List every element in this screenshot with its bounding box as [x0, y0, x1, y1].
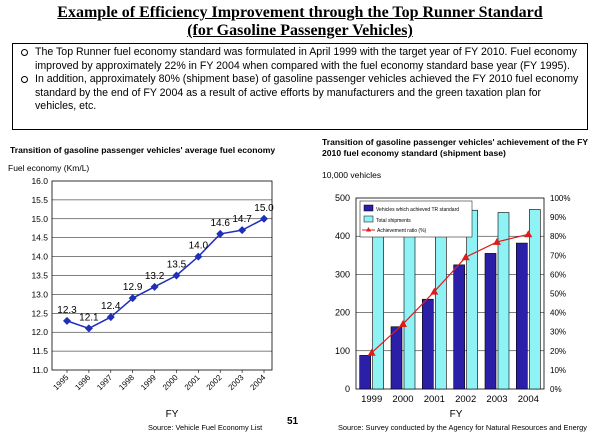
bar-total — [372, 217, 384, 390]
data-point — [84, 324, 93, 333]
ratio-marker — [367, 348, 376, 356]
data-label: 14.6 — [210, 218, 230, 229]
bar-achieved — [359, 355, 371, 390]
data-point — [63, 316, 71, 325]
y-tick-label: 100 — [335, 346, 350, 356]
page-subtitle: (for Gasoline Passenger Vehicles) — [187, 22, 413, 39]
y-tick-label: 15.5 — [31, 195, 48, 205]
y2-tick-label: 10% — [550, 366, 566, 375]
y-tick-label: 11.5 — [32, 346, 48, 356]
data-label: 15.0 — [254, 203, 274, 214]
y2-tick-label: 40% — [550, 309, 566, 318]
bar-achieved — [453, 264, 465, 390]
y-tick-label: 500 — [335, 193, 350, 203]
y-axis-label: Fuel economy (Km/L) — [8, 163, 89, 173]
left-chart-title: Transition of gasoline passenger vehicle… — [10, 145, 276, 155]
bar-achieved — [390, 326, 403, 390]
y-tick-label: 12.0 — [31, 327, 48, 337]
data-label: 12.9 — [123, 282, 143, 293]
y2-tick-label: 50% — [550, 290, 566, 299]
legend-swatch — [363, 215, 374, 223]
y-tick-label: 13.0 — [31, 289, 48, 299]
y-axis-label: 10,000 vehicles — [322, 170, 381, 180]
page-title: Example of Efficiency Improvement throug… — [57, 4, 543, 21]
y2-tick-label: 100% — [550, 194, 570, 203]
bar-achieved — [484, 253, 497, 390]
x-axis-label: FY — [450, 409, 463, 420]
y2-tick-label: 60% — [550, 270, 566, 279]
data-label: 13.2 — [145, 271, 165, 282]
data-point — [216, 229, 225, 238]
data-label: 13.5 — [167, 260, 187, 271]
legend-label: Vehicles which achieved TR standard — [376, 207, 459, 213]
x-tick-label: 2001 — [424, 394, 445, 405]
ratio-marker — [430, 287, 439, 295]
y-tick-label: 300 — [335, 269, 350, 279]
data-label: 14.7 — [232, 214, 252, 225]
y-tick-label: 12.5 — [31, 308, 48, 318]
y2-tick-label: 70% — [550, 251, 566, 260]
data-point — [150, 282, 159, 291]
x-tick-label: 2000 — [392, 394, 413, 405]
legend-swatch — [366, 227, 371, 232]
bullet-circle-icon — [21, 49, 28, 56]
y-tick-label: 200 — [335, 308, 350, 318]
y2-tick-label: 30% — [550, 328, 566, 337]
right-chart-source: Source: Survey conducted by the Agency f… — [338, 423, 587, 432]
data-point — [194, 252, 203, 261]
y2-tick-label: 80% — [550, 232, 566, 241]
data-label: 14.0 — [189, 241, 209, 252]
bar-achieved — [516, 242, 528, 390]
y-tick-label: 15.0 — [31, 214, 48, 224]
data-point — [260, 214, 268, 223]
data-point — [106, 313, 115, 322]
right-chart-title: Transition of gasoline passenger vehicle… — [322, 137, 588, 158]
bar-achieved — [422, 298, 434, 390]
bullet-text: In addition, approximately 80% (shipment… — [35, 73, 579, 113]
data-label: 12.1 — [79, 312, 99, 323]
x-tick-label: 2002 — [455, 394, 476, 405]
data-label: 12.3 — [57, 305, 77, 316]
data-label: 12.4 — [101, 301, 121, 312]
ratio-marker — [461, 253, 470, 261]
bullet-circle-icon — [21, 76, 28, 84]
bar-total — [529, 209, 541, 390]
legend-swatch — [363, 204, 374, 212]
x-tick-label: 1999 — [361, 394, 382, 405]
ratio-marker — [493, 237, 501, 245]
legend — [359, 200, 473, 238]
y-tick-label: 13.5 — [31, 271, 48, 281]
x-axis-label: FY — [166, 409, 179, 420]
bullet-item: The Top Runner fuel economy standard was… — [21, 46, 581, 73]
legend-label: Total shipments — [376, 218, 411, 224]
ratio-line — [371, 233, 529, 354]
data-point — [128, 294, 137, 303]
bullet-text: The Top Runner fuel economy standard was… — [35, 46, 577, 72]
bar-total — [497, 212, 510, 390]
legend-label: Achievement ratio (%) — [377, 228, 427, 234]
y2-tick-label: 0% — [550, 385, 562, 394]
y2-tick-label: 90% — [550, 213, 566, 222]
y-tick-label: 11.0 — [32, 365, 48, 375]
y-tick-label: 14.0 — [31, 252, 48, 262]
y-tick-label: 16.0 — [31, 176, 48, 186]
ratio-marker — [524, 230, 533, 238]
x-tick-label: 2003 — [486, 394, 507, 405]
fuel-economy-line — [66, 218, 265, 330]
bullet-item: In addition, approximately 80% (shipment… — [21, 73, 581, 114]
y-tick-label: 400 — [335, 231, 350, 241]
left-chart-source: Source: Vehicle Fuel Economy List — [148, 423, 263, 432]
data-point — [172, 271, 181, 280]
data-point — [238, 226, 247, 235]
page-number: 51 — [287, 416, 299, 427]
y-tick-label: 0 — [345, 384, 350, 394]
bar-total — [435, 212, 447, 390]
ratio-marker — [399, 320, 407, 328]
x-tick-label: 2004 — [518, 394, 539, 405]
y2-tick-label: 20% — [550, 347, 566, 356]
summary-box: The Top Runner fuel economy standard was… — [12, 43, 588, 130]
y-tick-label: 14.5 — [31, 233, 48, 243]
